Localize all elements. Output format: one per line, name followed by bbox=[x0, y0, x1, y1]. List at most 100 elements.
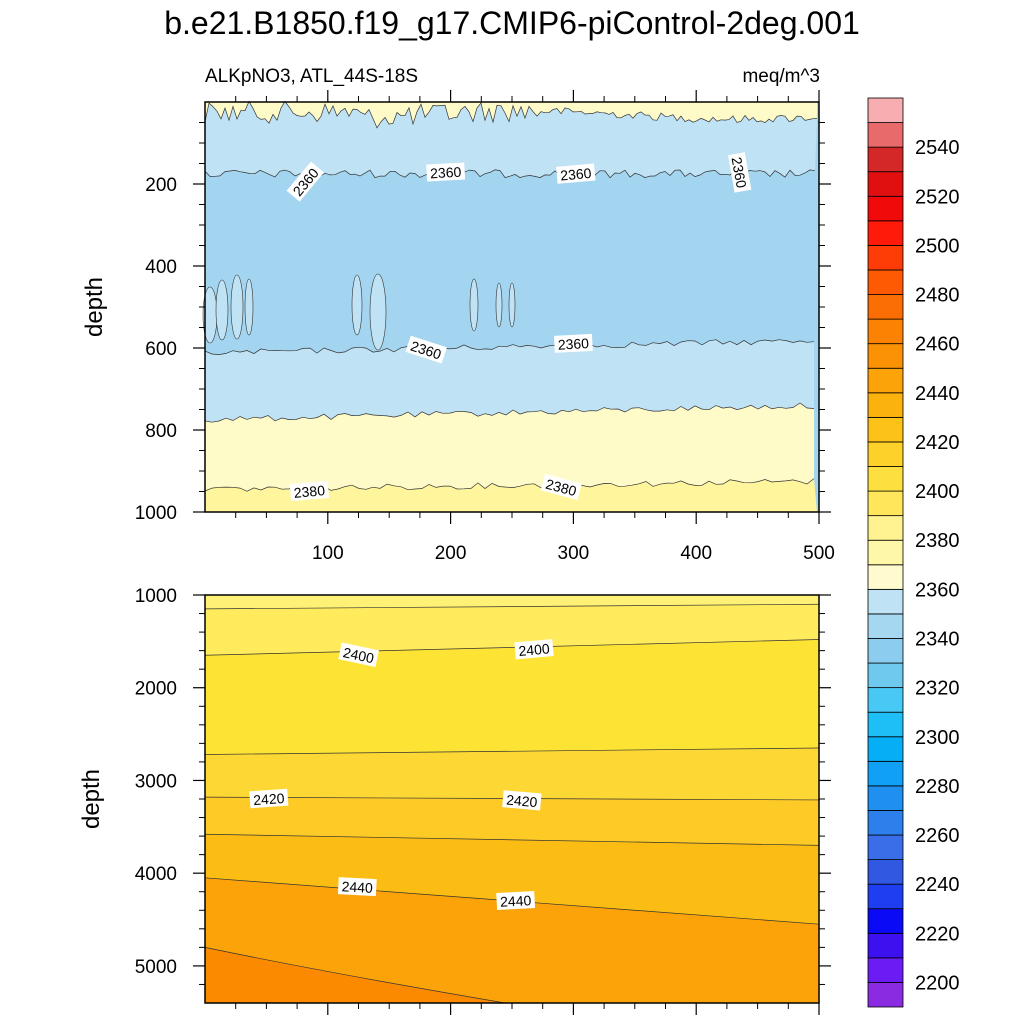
upper-contour-label-text: 2380 bbox=[293, 482, 326, 501]
colorbar-label: 2240 bbox=[915, 874, 960, 896]
colorbar-swatch bbox=[867, 711, 904, 738]
upper-contour-label-text: 2380 bbox=[544, 476, 578, 500]
upper-band-2385 bbox=[205, 478, 817, 512]
upper-contour-label-box bbox=[556, 163, 596, 184]
colorbar-swatch bbox=[867, 687, 904, 713]
lower-band bbox=[205, 947, 505, 1003]
lower-contour-label: 2420 bbox=[502, 790, 542, 811]
lower-y-axis-title: depth bbox=[78, 769, 105, 829]
upper-contour-label: 2360 bbox=[553, 333, 593, 353]
upper-panel: ALKpNO3, ATL_44S-18S meq/m^3 2360 2360 236… bbox=[81, 66, 835, 564]
colorbar-label: 2500 bbox=[915, 235, 960, 257]
upper-contour-label: 2360 bbox=[728, 152, 752, 193]
lower-contour-label: 2440 bbox=[337, 877, 377, 897]
upper-contour-label-text: 2360 bbox=[430, 164, 462, 182]
colorbar-swatch bbox=[867, 171, 904, 197]
chart-title: b.e21.B1850.f19_g17.CMIP6-piControl-2deg… bbox=[164, 5, 860, 41]
upper-y-tick-label: 800 bbox=[145, 421, 177, 442]
lower-contour-line bbox=[204, 639, 820, 656]
lower-contour-label-box bbox=[496, 891, 536, 910]
lower-axis-ticks: 1000 2000 3000 4000 5000 bbox=[135, 586, 831, 1015]
lower-contour-label-box bbox=[502, 790, 542, 811]
colorbar-swatch bbox=[867, 195, 904, 222]
colorbar-swatch bbox=[867, 982, 904, 1008]
lower-band bbox=[205, 877, 819, 1003]
colorbar-swatch bbox=[867, 859, 904, 885]
colorbar-swatch bbox=[867, 736, 904, 762]
upper-contour-label-box bbox=[553, 333, 593, 353]
colorbar-swatch bbox=[867, 220, 904, 246]
upper-band-surface bbox=[205, 101, 817, 128]
colorbar-swatch bbox=[867, 588, 904, 615]
colorbar-swatch bbox=[867, 294, 904, 320]
colorbar-swatch bbox=[867, 883, 904, 910]
lower-y-tick-label: 5000 bbox=[135, 957, 177, 978]
colorbar-swatch bbox=[867, 638, 904, 664]
colorbar-swatch bbox=[867, 564, 904, 590]
colorbar-label: 2200 bbox=[915, 972, 960, 994]
colorbar-label: 2460 bbox=[915, 334, 960, 356]
colorbar-label: 2420 bbox=[915, 432, 960, 454]
lower-contour-label-text: 2420 bbox=[253, 790, 285, 808]
colorbar-swatch bbox=[867, 146, 904, 173]
upper-y-tick-label: 600 bbox=[145, 339, 177, 360]
lower-contour-line bbox=[204, 947, 506, 1004]
upper-contour-label-box bbox=[728, 152, 752, 193]
upper-y-tick-label: 1000 bbox=[135, 503, 177, 524]
upper-contour-label: 2380 bbox=[289, 480, 330, 502]
upper-blob-contour bbox=[369, 273, 387, 351]
upper-blob-contour bbox=[215, 279, 229, 341]
upper-blob-contour bbox=[351, 274, 363, 336]
lower-contour-label-box bbox=[249, 788, 289, 809]
upper-contour-label-box bbox=[540, 473, 582, 501]
colorbar-swatch bbox=[867, 932, 904, 959]
upper-contour-lines bbox=[202, 100, 818, 492]
upper-blob-contour bbox=[244, 278, 254, 336]
upper-contour-label-box bbox=[286, 161, 325, 202]
colorbar-label: 2400 bbox=[915, 481, 960, 503]
lower-contour-label-text: 2440 bbox=[341, 878, 373, 896]
colorbar-swatch bbox=[867, 662, 904, 689]
upper-contour-label-text: 2360 bbox=[560, 165, 593, 184]
colorbar-swatch bbox=[867, 834, 904, 860]
lower-panel: 2400 2400 2420 2420 2440 2440 1000 2000 3000 400… bbox=[78, 586, 831, 1015]
lower-contour-label: 2400 bbox=[514, 639, 554, 660]
upper-contour-label-box bbox=[405, 335, 447, 364]
upper-contour-line bbox=[204, 339, 815, 355]
upper-contour-label: 2380 bbox=[540, 473, 582, 501]
colorbar-label: 2220 bbox=[915, 923, 960, 945]
lower-y-tick-label: 4000 bbox=[135, 864, 177, 885]
upper-contour-line bbox=[204, 402, 815, 423]
upper-blob-contour bbox=[495, 282, 503, 328]
colorbar-swatch bbox=[867, 613, 904, 639]
lower-contour-label-box bbox=[514, 639, 554, 660]
units-label: meq/m^3 bbox=[742, 66, 820, 87]
colorbar-swatch bbox=[867, 122, 904, 148]
colorbar-label: 2360 bbox=[915, 579, 960, 601]
upper-blob-contour bbox=[230, 274, 244, 340]
colorbar: 2200 2220 2240 2260 2280 2300 2320 2340 2360 2380… bbox=[867, 97, 960, 1008]
upper-x-tick-label: 500 bbox=[803, 543, 835, 564]
lower-contour-labels: 2400 2400 2420 2420 2440 2440 bbox=[249, 639, 554, 910]
colorbar-swatch bbox=[867, 785, 904, 811]
upper-contour-label-box bbox=[426, 162, 466, 182]
upper-band-2360-deep bbox=[205, 339, 814, 423]
colorbar-label: 2280 bbox=[915, 776, 960, 798]
colorbar-swatch bbox=[867, 367, 904, 394]
upper-x-tick-label: 200 bbox=[435, 543, 467, 564]
upper-band-2360-shallow bbox=[205, 101, 817, 178]
upper-contour-label-text: 2360 bbox=[557, 335, 589, 353]
lower-contour-label: 2420 bbox=[249, 788, 289, 809]
lower-contour-label-text: 2440 bbox=[500, 892, 532, 910]
variable-label: ALKpNO3, ATL_44S-18S bbox=[205, 66, 418, 87]
colorbar-swatch bbox=[867, 343, 904, 369]
colorbar-label: 2320 bbox=[915, 678, 960, 700]
colorbar-swatch bbox=[867, 269, 904, 295]
colorbar-label: 2540 bbox=[915, 137, 960, 159]
upper-contour-line bbox=[204, 100, 818, 129]
lower-contour-label-text: 2400 bbox=[518, 640, 551, 659]
colorbar-label: 2480 bbox=[915, 285, 960, 307]
lower-contour-line bbox=[204, 603, 820, 610]
upper-x-tick-label: 300 bbox=[558, 543, 590, 564]
